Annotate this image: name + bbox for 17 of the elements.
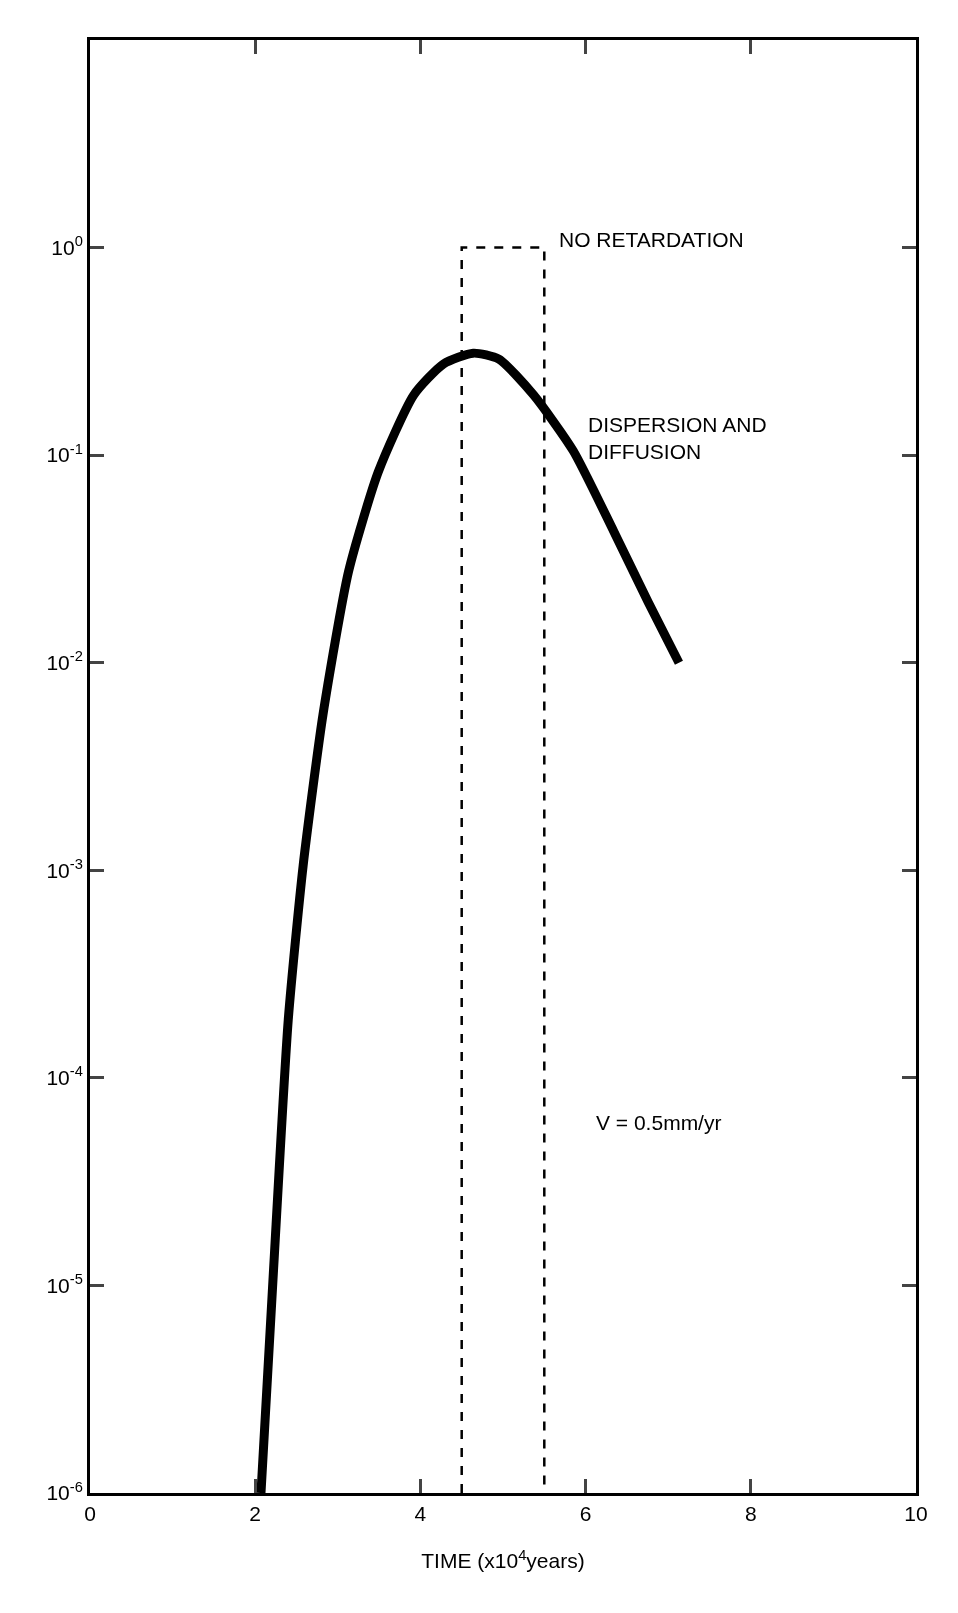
y-tick-label: 10$^{-6}$: [46, 1478, 83, 1505]
x-tick-label: 10: [904, 1502, 928, 1526]
y-tick-label: 10$^{0}$: [51, 233, 83, 259]
y-tick-label: 10$^{-2}$: [46, 648, 83, 675]
x-tick-label: 2: [249, 1502, 262, 1526]
annotation: V = 0.5mm/yr: [596, 1111, 722, 1134]
x-axis-title: TIME (x10$^{4}$years): [421, 1546, 585, 1573]
x-tick-label: 6: [579, 1502, 592, 1526]
y-tick-label: 10$^{-1}$: [46, 440, 83, 467]
y-tick-label: 10$^{-5}$: [46, 1270, 83, 1297]
x-tick-label: 8: [744, 1502, 757, 1526]
series-label: NO RETARDATION: [559, 228, 744, 251]
series-label: DISPERSION AND DIFFUSION: [588, 413, 767, 464]
x-tick-label: 0: [84, 1502, 96, 1526]
y-tick-label: 10$^{-4}$: [46, 1063, 83, 1090]
y-tick-label: 10$^{-3}$: [46, 855, 83, 882]
x-tick-label: 4: [414, 1502, 427, 1526]
